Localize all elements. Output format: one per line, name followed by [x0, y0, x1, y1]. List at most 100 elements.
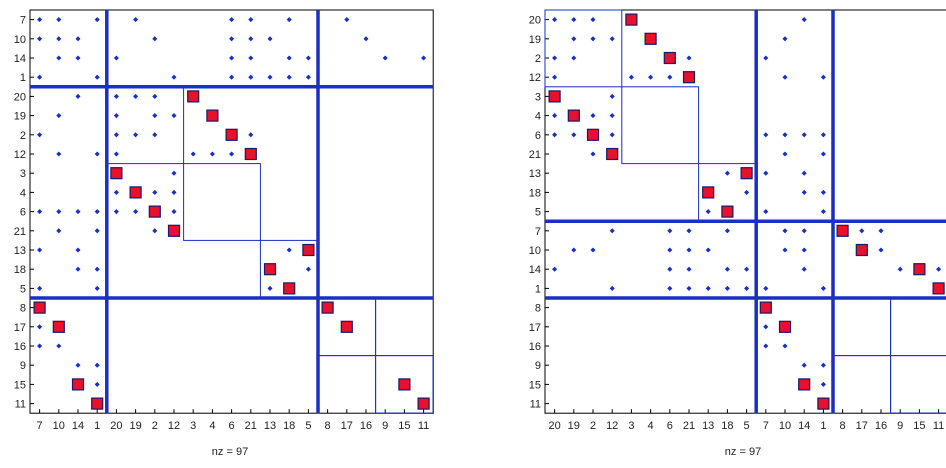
nonzero-dot: [94, 381, 100, 387]
xtick-label: 16: [360, 420, 372, 432]
ytick-label: 19: [529, 34, 541, 46]
ytick-label: 9: [20, 360, 26, 372]
ytick-label: 15: [14, 379, 26, 391]
xtick-label: 5: [744, 420, 750, 432]
nonzero-dot: [763, 285, 769, 291]
nonzero-dot: [113, 209, 119, 215]
pivot-marker: [932, 282, 945, 295]
ytick-label: 16: [529, 341, 541, 353]
pivot-marker: [283, 282, 296, 295]
pivot-marker: [548, 90, 561, 103]
nonzero-dot: [113, 151, 119, 157]
pivot-marker: [148, 205, 161, 218]
pivot-marker: [913, 263, 926, 276]
xtick-label: 16: [875, 420, 887, 432]
nonzero-dot: [609, 285, 615, 291]
ytick-label: 20: [529, 15, 541, 27]
ytick-label: 4: [20, 187, 26, 199]
ytick-label: 14: [14, 53, 26, 65]
pivot-marker: [836, 224, 849, 237]
nonzero-dot: [382, 55, 388, 61]
ytick-label: 21: [529, 149, 541, 161]
xlabel-right: nz = 97: [724, 446, 762, 458]
nonzero-dot: [667, 285, 673, 291]
nonzero-dot: [286, 74, 292, 80]
xtick-label: 12: [606, 420, 618, 432]
pivot-marker: [644, 32, 657, 45]
nonzero-dot: [820, 209, 826, 215]
pivot-marker: [817, 397, 830, 410]
ytick-label: 5: [20, 283, 26, 295]
xtick-label: 2: [590, 420, 596, 432]
xtick-label: 3: [190, 420, 196, 432]
pivot-marker: [663, 51, 676, 65]
ytick-label: 19: [14, 111, 26, 123]
ytick-label: 7: [535, 226, 541, 238]
nonzero-dot: [56, 55, 62, 61]
nonzero-dot: [267, 285, 273, 291]
ytick-label: 11: [15, 399, 26, 411]
spy-plot-left: 7710101414112020191922121233446621211313…: [14, 9, 434, 432]
nonzero-dot: [133, 132, 139, 138]
spy-plot-right: 2020191922121233446621211313181855771010…: [529, 9, 946, 432]
nonzero-dot: [248, 74, 254, 80]
nonzero-dot: [152, 113, 158, 119]
ytick-label: 6: [20, 207, 26, 219]
nonzero-dot: [724, 170, 730, 176]
ytick-label: 1: [535, 283, 541, 295]
xtick-label: 10: [779, 420, 791, 432]
ytick-label: 1: [20, 72, 26, 84]
pivot-marker: [798, 378, 811, 391]
nonzero-dot: [56, 17, 62, 23]
nonzero-dot: [37, 36, 43, 42]
ytick-label: 2: [20, 130, 26, 142]
ytick-label: 12: [529, 72, 541, 84]
pivot-marker: [302, 243, 315, 257]
pivot-marker: [321, 301, 334, 314]
nonzero-dot: [686, 285, 692, 291]
nonzero-dot: [744, 189, 750, 195]
pivot-marker: [759, 301, 772, 314]
xtick-label: 20: [548, 420, 560, 432]
xtick-label: 20: [110, 420, 122, 432]
pivot-marker: [721, 205, 734, 218]
nonzero-dot: [113, 93, 119, 99]
plot-frame: [29, 9, 434, 414]
nonzero-dot: [56, 113, 62, 119]
xtick-label: 1: [820, 420, 826, 432]
pivot-marker: [71, 378, 85, 391]
pivot-marker: [702, 186, 715, 199]
nonzero-dot: [286, 17, 292, 23]
pivot-marker: [33, 301, 46, 314]
nonzero-dot: [75, 93, 81, 99]
pivot-marker: [625, 13, 638, 26]
nonzero-dot: [75, 266, 81, 272]
nonzero-dot: [229, 151, 235, 157]
nonzero-dot: [113, 189, 119, 195]
xtick-label: 15: [398, 420, 410, 432]
pivot-marker: [340, 320, 353, 333]
nonzero-dot: [820, 132, 826, 138]
sub-block-outline: [890, 355, 946, 414]
xtick-label: 12: [168, 420, 180, 432]
nonzero-dot: [171, 74, 177, 80]
ytick-label: 8: [20, 303, 26, 315]
ytick-label: 10: [14, 34, 26, 46]
nonzero-dot: [763, 343, 769, 349]
nonzero-dot: [113, 55, 119, 61]
xtick-label: 8: [840, 420, 846, 432]
nonzero-dot: [190, 151, 196, 157]
nonzero-dot: [820, 151, 826, 157]
ytick-label: 21: [14, 226, 26, 238]
pivot-marker: [398, 378, 411, 391]
xtick-label: 9: [382, 420, 388, 432]
xtick-label: 2: [152, 420, 158, 432]
ytick-label: 5: [535, 207, 541, 219]
nonzero-dot: [305, 266, 311, 272]
ytick-label: 13: [529, 168, 541, 180]
ytick-label: 3: [535, 91, 541, 103]
xtick-label: 4: [209, 420, 215, 432]
nonzero-dot: [705, 285, 711, 291]
nonzero-dot: [801, 189, 807, 195]
